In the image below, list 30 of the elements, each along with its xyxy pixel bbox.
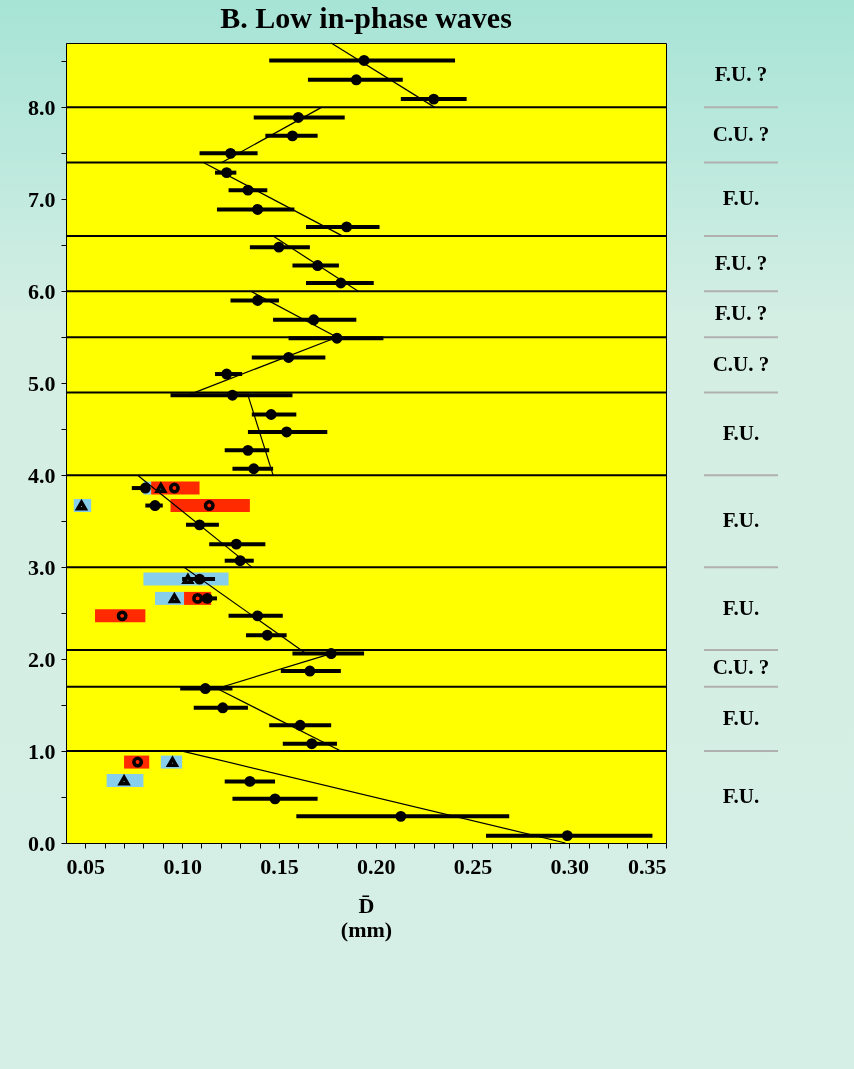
- x-axis-title: D̄ (mm): [340, 892, 393, 942]
- x-tick-label: 0.05: [66, 853, 106, 879]
- x-tick-label: 0.30: [550, 853, 589, 879]
- y-tick-label: 7.0: [28, 186, 56, 212]
- x-tick-label: 0.25: [453, 853, 493, 879]
- x-tick-label: 0.20: [356, 853, 396, 879]
- text: F.U.: [722, 508, 760, 533]
- y-tick-label: 0.0: [28, 830, 56, 856]
- text: C.U. ?: [712, 121, 770, 146]
- text: F.U.: [722, 784, 760, 809]
- text: F.U. ?: [714, 301, 768, 326]
- text: F.U. ?: [714, 62, 768, 87]
- y-tick-label: 5.0: [28, 370, 56, 396]
- y-tick-label: 2.0: [28, 646, 56, 672]
- x-tick-label: 0.15: [260, 853, 299, 879]
- y-tick-label: 8.0: [28, 94, 56, 120]
- text: F.U.: [722, 186, 760, 211]
- y-tick-label: 1.0: [28, 738, 56, 764]
- text: F.U. ?: [714, 250, 768, 275]
- text: F.U.: [722, 420, 760, 445]
- text: F.U.: [722, 595, 760, 620]
- y-tick-label: 6.0: [28, 278, 56, 304]
- chart-title: B. Low in-phase waves: [220, 1, 512, 35]
- text: F.U.: [722, 705, 760, 730]
- x-tick-label: 0.35: [628, 853, 667, 879]
- text: C.U. ?: [712, 351, 770, 376]
- text: C.U. ?: [712, 655, 770, 680]
- y-tick-label: 4.0: [28, 462, 56, 488]
- x-tick-label: 0.10: [163, 853, 202, 879]
- y-tick-label: 3.0: [28, 554, 56, 580]
